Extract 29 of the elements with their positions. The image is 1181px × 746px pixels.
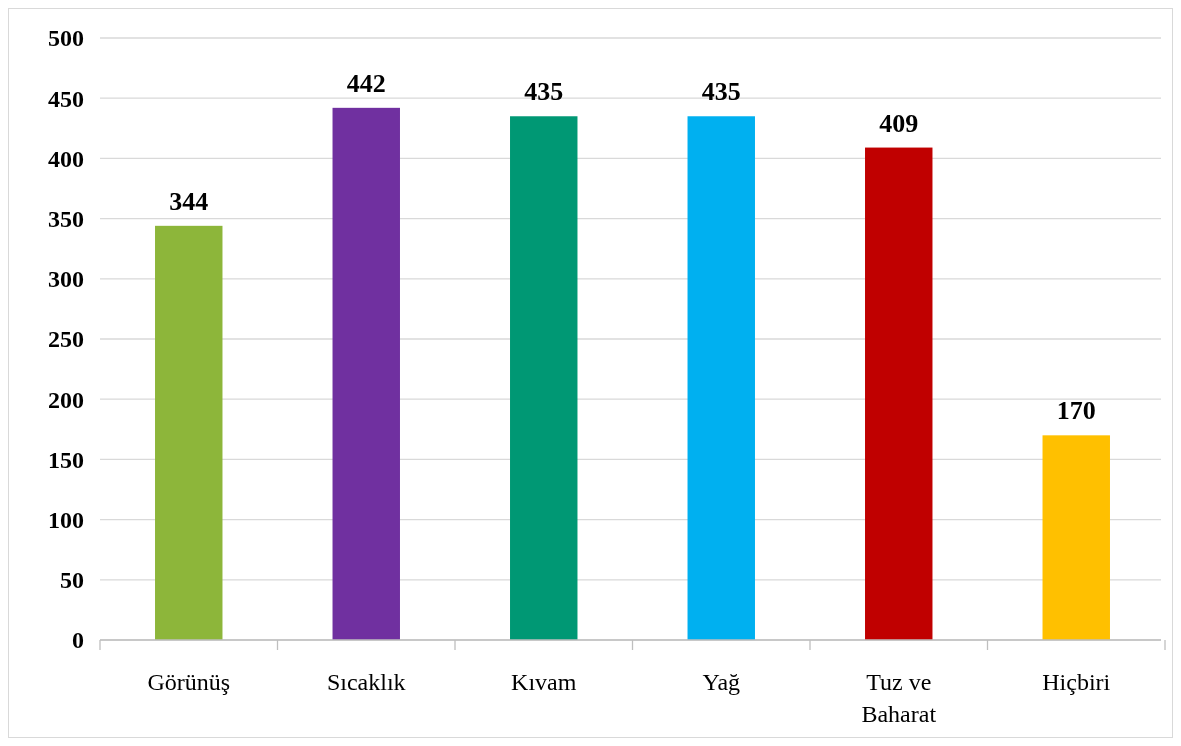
x-tick-label: Görünüş	[147, 669, 231, 695]
bar	[687, 116, 755, 640]
bar	[865, 147, 933, 640]
bar	[510, 116, 578, 640]
bar	[332, 107, 400, 640]
data-label: 344	[169, 186, 209, 216]
x-tick-label: Hiçbiri	[1042, 669, 1111, 695]
y-tick-label: 250	[48, 326, 84, 353]
y-tick-label: 400	[48, 145, 84, 172]
x-tick-label: Kıvam	[511, 669, 577, 695]
y-tick-label: 500	[48, 25, 84, 52]
x-tick-label: Sıcaklık	[326, 669, 406, 695]
bar	[1042, 435, 1110, 640]
bar	[155, 225, 223, 640]
y-tick-label: 300	[48, 266, 84, 293]
x-tick-label: Yağ	[702, 669, 741, 695]
x-tick-label: Tuz ve Baharat	[861, 669, 937, 727]
data-label: 170	[1056, 396, 1096, 426]
y-tick-label: 450	[48, 85, 84, 112]
y-tick-label: 350	[48, 206, 84, 232]
data-label: 409	[879, 108, 919, 138]
data-label: 435	[524, 77, 564, 107]
data-label: 442	[346, 68, 386, 98]
y-tick-label: 200	[48, 386, 84, 413]
data-label: 435	[701, 77, 741, 107]
y-tick-label: 150	[48, 446, 84, 473]
y-tick-label: 50	[60, 567, 84, 594]
y-tick-label: 0	[72, 627, 84, 654]
y-tick-label: 100	[48, 507, 84, 533]
